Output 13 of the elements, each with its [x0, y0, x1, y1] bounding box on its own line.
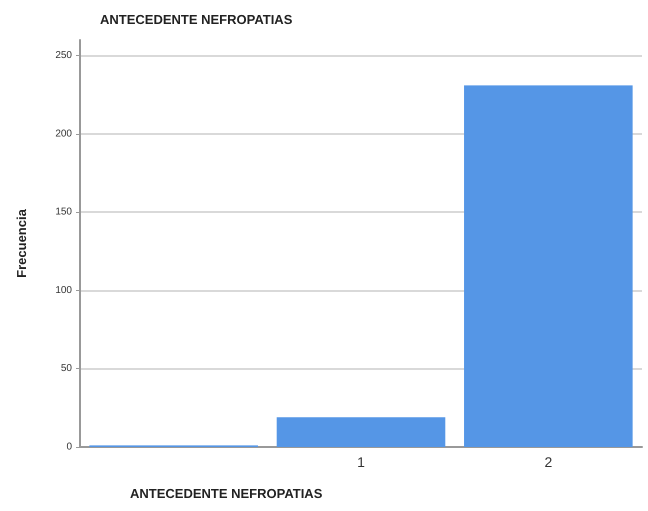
y-tick-label: 250 — [55, 50, 72, 62]
bar — [276, 417, 446, 447]
y-tick-label: 50 — [60, 363, 72, 374]
x-tick-label: 1 — [357, 454, 366, 470]
x-axis-title: ANTECEDENTE NEFROPATIAS — [130, 486, 323, 501]
y-tick-label: 100 — [55, 284, 72, 296]
y-tick-label: 200 — [55, 128, 72, 140]
y-tick-label: 0 — [66, 442, 72, 452]
x-tick-label: 2 — [544, 454, 552, 470]
y-axis-title: Frecuencia — [14, 208, 29, 278]
chart-title: ANTECEDENTE NEFROPATIAS — [100, 12, 293, 27]
y-tick-label: 150 — [55, 206, 72, 218]
bar — [464, 85, 633, 447]
